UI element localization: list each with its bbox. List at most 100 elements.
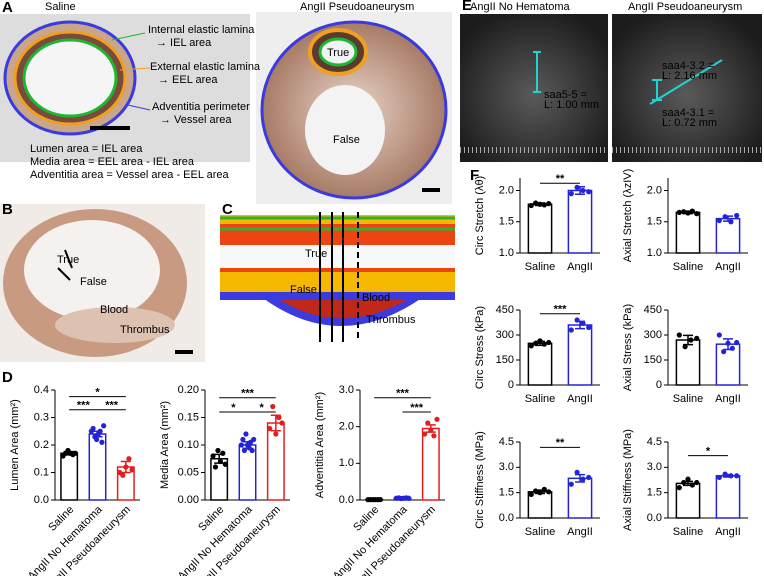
data-point — [210, 453, 216, 459]
data-point — [681, 209, 687, 215]
data-point — [431, 433, 437, 439]
data-point — [276, 414, 282, 421]
iel — [220, 216, 455, 231]
data-point — [728, 219, 734, 225]
data-point — [528, 343, 534, 349]
data-point — [537, 201, 543, 207]
bar — [715, 217, 741, 254]
significance-label: *** — [554, 304, 568, 316]
callout: Internal elastic lamina — [148, 24, 255, 36]
y-tick-label: 1.5 — [499, 216, 514, 228]
data-point — [568, 481, 574, 487]
x-tick-label: AngII — [715, 526, 741, 538]
bar — [60, 452, 79, 501]
bar — [421, 427, 440, 501]
data-point — [238, 442, 244, 448]
y-tick-label: 1.0 — [499, 247, 514, 259]
x-tick-label: AngII — [567, 393, 593, 405]
y-tick-label: 300 — [496, 329, 514, 341]
diagram-label: False — [290, 284, 317, 296]
data-point — [689, 208, 695, 214]
y-tick-label: 0.0 — [499, 512, 514, 524]
bar — [675, 211, 701, 254]
image-label: False — [80, 276, 107, 288]
data-point — [586, 474, 592, 481]
diagram-label: True — [305, 248, 327, 260]
data-point — [676, 209, 682, 215]
data-point — [541, 486, 547, 492]
significance-label: *** — [105, 400, 119, 412]
data-point — [425, 420, 431, 426]
data-point — [279, 420, 285, 426]
bar — [715, 475, 741, 519]
data-point — [129, 467, 135, 473]
y-axis-label: Axial Stiffness (MPa) — [622, 429, 634, 531]
bar — [675, 339, 701, 386]
panel-b-image — [0, 204, 205, 362]
data-point — [682, 344, 688, 350]
significance-label: *** — [77, 400, 91, 412]
y-axis-label: Axial Stress (kPa) — [622, 304, 634, 391]
significance-label: *** — [241, 388, 255, 400]
y-tick-label: 450 — [496, 304, 514, 316]
callout: → IEL area — [156, 37, 212, 49]
callout: → EEL area — [158, 74, 218, 86]
data-point — [546, 339, 552, 346]
data-point — [694, 335, 700, 341]
data-point — [568, 327, 574, 333]
y-tick-label: 150 — [496, 354, 514, 366]
bar — [527, 342, 553, 386]
y-tick-label: 0.10 — [178, 439, 199, 451]
y-tick-label: 1.5 — [647, 216, 662, 228]
x-tick-label: AngII — [567, 261, 593, 273]
data-point — [721, 349, 727, 355]
data-point — [220, 450, 226, 456]
data-point — [541, 202, 547, 208]
panel-letter: C — [222, 201, 233, 218]
data-point — [725, 340, 731, 346]
data-point — [212, 464, 219, 470]
panel-letter: E — [462, 0, 472, 14]
image-title: AngII Pseudoaneurysm — [628, 1, 742, 13]
bar — [715, 343, 741, 386]
measurement: L: 2.16 mm — [662, 70, 717, 82]
bar — [567, 324, 593, 386]
x-tick-label: Saline — [525, 526, 556, 538]
data-point — [533, 200, 539, 206]
y-tick-label: 2.0 — [499, 184, 514, 196]
iel-outline — [318, 37, 358, 67]
y-tick-label: 0.05 — [178, 466, 199, 478]
bar — [567, 189, 593, 254]
measurement: saa5-5 = — [544, 89, 587, 101]
data-point — [267, 425, 273, 432]
image-title: AngII No Hematoma — [470, 1, 571, 13]
y-tick-label: 2.0 — [647, 184, 662, 196]
diagram-label: Blood — [362, 292, 390, 304]
definition: Lumen area = IEL area — [30, 143, 143, 155]
measurement: L: 0.72 mm — [662, 117, 717, 129]
y-tick-label: 0.00 — [178, 494, 199, 506]
definition: Adventitia area = Vessel area - EEL area — [30, 169, 230, 181]
layer — [220, 292, 455, 300]
measurement: L: 1.00 mm — [544, 99, 599, 111]
data-point — [716, 217, 722, 224]
image-label: Thrombus — [120, 324, 170, 336]
data-point — [97, 428, 103, 434]
image-label: Blood — [100, 304, 128, 316]
diagram-label: Thrombus — [366, 314, 416, 326]
y-tick-label: 0 — [508, 379, 514, 391]
data-point — [580, 320, 586, 326]
callout-line — [111, 32, 146, 41]
x-tick-label: AngII — [567, 526, 593, 538]
y-tick-label: 2.0 — [339, 421, 354, 433]
y-tick-label: 1.0 — [339, 457, 354, 469]
data-point — [533, 488, 539, 494]
y-tick-label: 0.2 — [34, 439, 49, 451]
y-tick-label: 3.0 — [339, 384, 354, 396]
y-tick-label: 1.5 — [647, 487, 662, 499]
callout: External elastic lamina — [150, 61, 261, 73]
y-tick-label: 1.5 — [499, 487, 514, 499]
significance-label: * — [231, 402, 236, 414]
significance-label: * — [95, 387, 100, 399]
